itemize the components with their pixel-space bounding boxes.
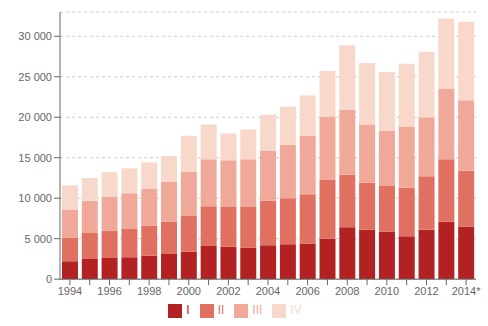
svg-text:10 000: 10 000 <box>18 192 52 204</box>
svg-text:1998: 1998 <box>137 285 161 297</box>
html-text:III: III <box>252 303 263 318</box>
svg-text:2010: 2010 <box>375 285 399 297</box>
svg-text:2000: 2000 <box>177 285 201 297</box>
svg-text:1994: 1994 <box>58 285 82 297</box>
svg-text:2014*: 2014* <box>452 285 480 297</box>
svg-text:2008: 2008 <box>335 285 359 297</box>
svg-text:1996: 1996 <box>97 285 121 297</box>
svg-text:5 000: 5 000 <box>24 233 52 245</box>
svg-text:2002: 2002 <box>216 285 240 297</box>
html-text:I: I <box>186 303 190 318</box>
svg-text:25 000: 25 000 <box>18 71 52 83</box>
html-text:IV: IV <box>290 303 302 318</box>
svg-text:15 000: 15 000 <box>18 152 52 164</box>
html-text:II: II <box>217 303 225 318</box>
svg-text:20 000: 20 000 <box>18 111 52 123</box>
svg-text:0: 0 <box>46 273 52 285</box>
svg-text:2012: 2012 <box>414 285 438 297</box>
svg-text:2006: 2006 <box>295 285 319 297</box>
svg-text:2004: 2004 <box>256 285 280 297</box>
svg-text:30 000: 30 000 <box>18 30 52 42</box>
